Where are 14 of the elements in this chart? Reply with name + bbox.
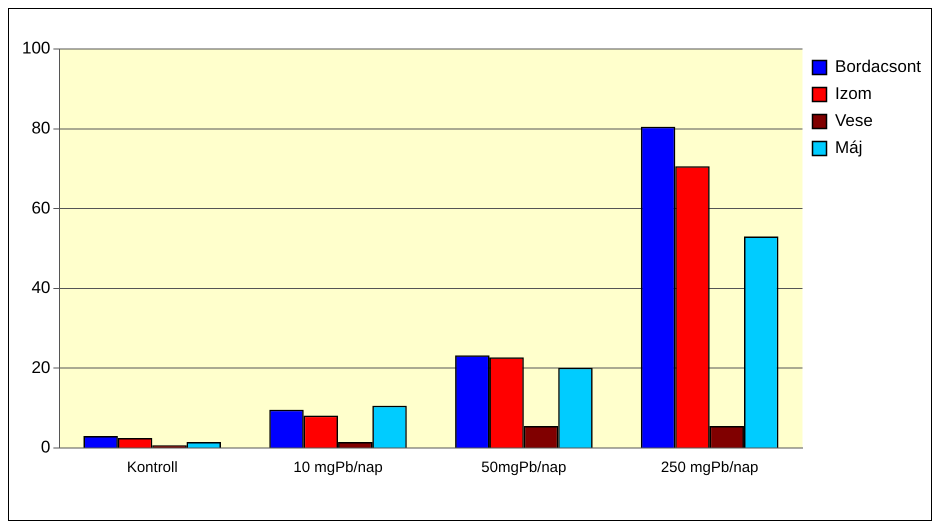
- y-tick-label: 60: [31, 198, 50, 218]
- legend-label: Vese: [835, 111, 873, 130]
- x-tick-label: 50mgPb/nap: [481, 459, 566, 476]
- legend-label: Bordacsont: [835, 57, 922, 76]
- legend-label: Máj: [835, 138, 862, 158]
- y-tick-label: 0: [40, 438, 50, 457]
- x-tick-label: 250 mgPb/nap: [660, 459, 758, 476]
- x-tick-label: Kontroll: [126, 459, 178, 476]
- legend-label: Izom: [835, 84, 872, 104]
- y-tick-label: 80: [31, 118, 50, 138]
- y-tick-label: 20: [31, 358, 50, 377]
- y-tick-label: 40: [31, 278, 50, 298]
- y-tick-label: 100: [22, 38, 50, 58]
- x-tick-label: 10 mgPb/nap: [293, 459, 383, 476]
